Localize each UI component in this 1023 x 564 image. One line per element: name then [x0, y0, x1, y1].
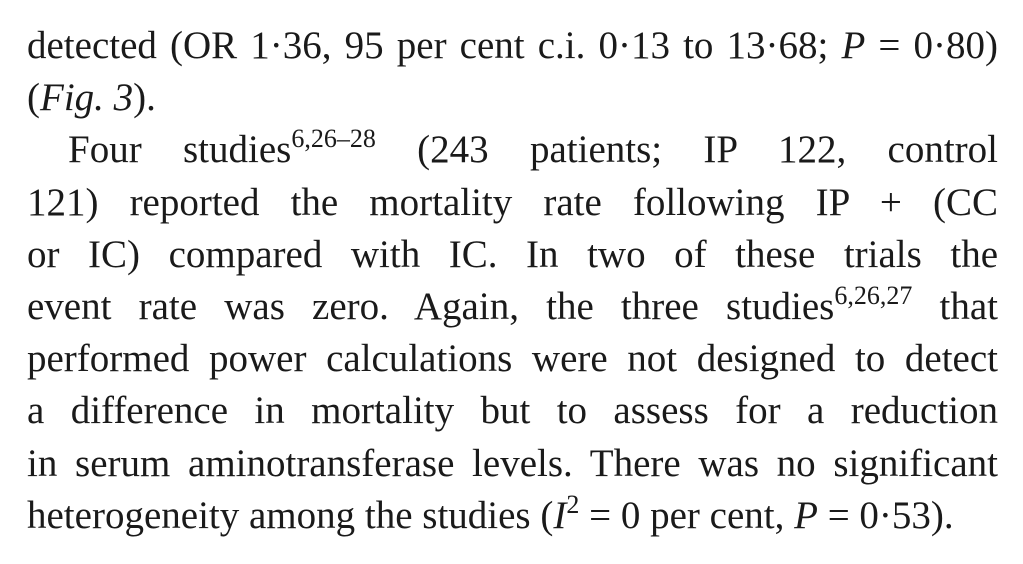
citation-superscript: 6,26–28: [291, 124, 376, 154]
text-span: = 0·80): [865, 24, 998, 67]
text-line: detected (OR 1·36, 95 per cent c.i. 0·13…: [27, 20, 998, 72]
superscript: 2: [566, 489, 580, 519]
text-line: event rate was zero. Again, the three st…: [27, 281, 998, 333]
text-span: heterogeneity among the studies (: [27, 493, 554, 537]
text-span: = 0·53).: [817, 493, 954, 537]
citation-superscript: 6,26,27: [834, 280, 913, 310]
text-line: (Fig. 3).: [27, 72, 998, 124]
text-line: or IC) compared with IC. In two of these…: [27, 232, 998, 276]
paper-body: detected (OR 1·36, 95 per cent c.i. 0·13…: [27, 20, 998, 542]
text-line: 121) reported the mortality rate followi…: [27, 180, 998, 224]
text-line: heterogeneity among the studies (I2 = 0 …: [27, 490, 998, 542]
italic-symbol: I: [553, 493, 567, 537]
italic-symbol: P: [841, 24, 866, 67]
text-line: performed power calculations were not de…: [27, 337, 998, 381]
figure-reference: Fig. 3: [40, 76, 134, 120]
text-line: Four studies6,26–28 (243 patients; IP 12…: [27, 124, 998, 176]
text-span: event rate was zero. Again, the three st…: [27, 284, 835, 328]
text-line: in serum aminotransferase levels. There …: [27, 441, 998, 485]
text-line: a difference in mortality but to assess …: [27, 389, 998, 433]
text-span: Four studies: [68, 128, 292, 172]
italic-symbol: P: [794, 493, 818, 537]
text-span: ).: [133, 76, 156, 120]
text-span: (: [27, 76, 40, 120]
text-span: detected (OR 1·36, 95 per cent c.i. 0·13…: [27, 24, 842, 67]
text-span: (243 patients; IP 122, control: [375, 128, 999, 172]
text-span: that: [912, 284, 998, 328]
text-span: = 0 per cent,: [579, 493, 795, 537]
